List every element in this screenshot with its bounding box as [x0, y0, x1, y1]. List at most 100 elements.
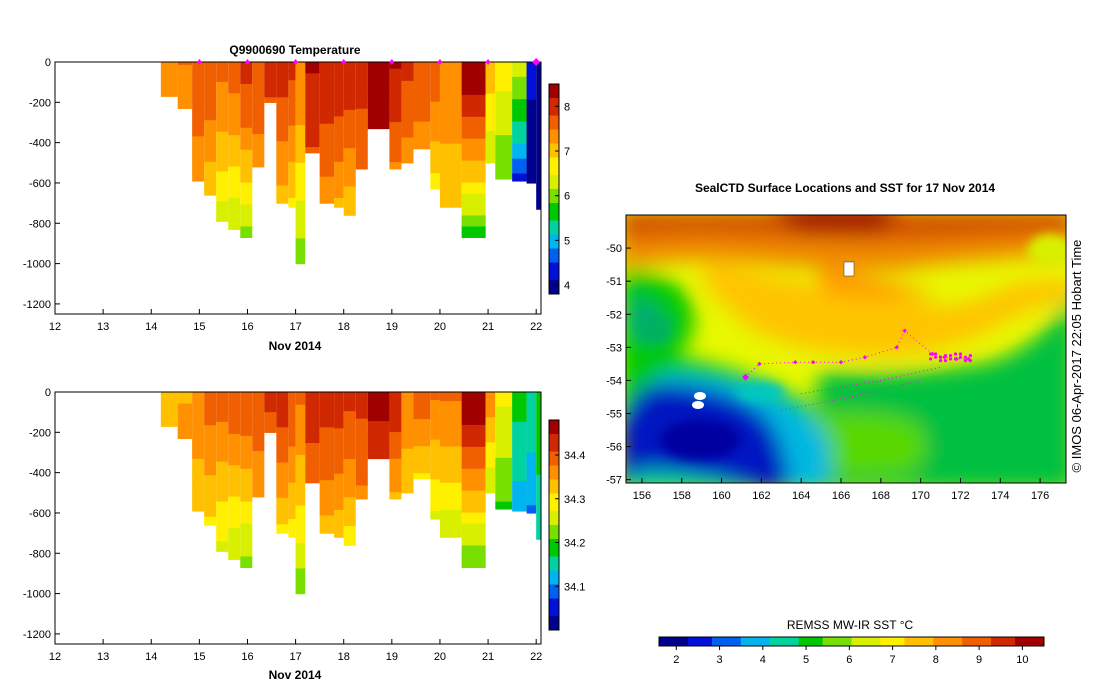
profile-cell: [485, 429, 496, 437]
x-tick-label: 21: [482, 321, 494, 333]
profile-cell: [401, 62, 414, 69]
profile-cell: [367, 66, 390, 71]
profile-cell: [526, 490, 537, 499]
profile-cell: [413, 473, 431, 480]
profile-cell: [389, 148, 402, 157]
profile-cell: [355, 102, 368, 110]
profile-cell: [536, 392, 541, 402]
sst-colorbar-swatch: [914, 637, 920, 646]
profile-11: [295, 62, 306, 265]
profile-cell: [288, 161, 296, 172]
salinity-section-axes: 12 13 14 15 16 17 18 19 20 21 22 0 -200 -400 -600 -800 -…: [23, 387, 542, 663]
profile-cell: [319, 159, 335, 169]
colorbar-frame: [548, 83, 560, 295]
profile-cell: [367, 396, 390, 401]
profile-cell: [264, 414, 277, 418]
profile-cell: [401, 467, 414, 475]
sst-colorbar-swatch: [1034, 637, 1040, 646]
profile-12: [305, 62, 320, 154]
profile-cell: [401, 143, 414, 151]
colorbar-swatch: [549, 199, 559, 204]
profile-cell: [295, 175, 306, 189]
profile-cell: [495, 76, 513, 85]
map-x-tick-label: 174: [991, 490, 1009, 502]
profile-cell: [536, 144, 541, 155]
profile-cell: [264, 394, 277, 398]
profile-cell: [536, 419, 541, 430]
profile-cell: [389, 88, 402, 96]
profile-cell: [305, 101, 320, 108]
profile-marker: [341, 59, 347, 65]
profile-cell: [461, 457, 486, 470]
sst-colorbar-swatch: [947, 637, 954, 646]
temperature-section-title: Q9900690 Temperature: [229, 43, 361, 57]
profile-cell: [413, 457, 431, 464]
profile-cell: [413, 99, 431, 106]
profile-cell: [264, 412, 277, 416]
profile-cell: [276, 79, 289, 90]
profile-cell: [430, 85, 440, 95]
profile-cell: [495, 501, 513, 510]
sst-colorbar-swatch: [808, 637, 814, 646]
profile-cell: [439, 71, 462, 81]
temperature-section-xlabel: Nov 2014: [269, 339, 322, 353]
profile-cell: [536, 437, 541, 448]
profile-cell: [264, 69, 277, 73]
profile-cell: [228, 507, 241, 519]
profile-cell: [192, 444, 205, 453]
profile-4: [216, 392, 229, 552]
profile-cell: [526, 399, 537, 408]
profile-cell: [389, 75, 402, 83]
profile-cell: [276, 524, 289, 534]
profile-cell: [439, 80, 462, 90]
profile-3: [204, 392, 217, 526]
profile-cell: [495, 62, 513, 70]
profile-cell: [485, 417, 496, 425]
colorbar-swatch: [549, 119, 559, 123]
profile-cell: [192, 106, 205, 115]
profile-cell: [495, 392, 513, 400]
profile-cell: [343, 129, 356, 140]
profile-cell: [485, 480, 496, 488]
profile-cell: [343, 392, 356, 403]
profile-cell: [461, 512, 486, 525]
profile-cell: [343, 449, 356, 460]
profile-cell: [343, 526, 356, 537]
x-tick-label: 15: [193, 321, 205, 333]
profile-cell: [536, 117, 541, 127]
colorbar-swatch: [549, 273, 559, 277]
profile-cell: [252, 398, 265, 406]
profile-cell: [439, 170, 462, 181]
x-tick-label: 17: [289, 321, 301, 333]
profile-cell: [461, 94, 486, 107]
profile-cell: [240, 424, 253, 437]
profile-cell: [288, 473, 296, 484]
profile-cell: [192, 143, 205, 152]
profile-cell: [240, 490, 253, 503]
profile-cell: [204, 483, 217, 493]
colorbar-swatch: [549, 469, 559, 473]
colorbar-swatch: [549, 175, 559, 179]
profile-cell: [430, 503, 440, 512]
sst-colorbar-tick-label: 6: [846, 654, 852, 666]
profile-cell: [264, 67, 277, 71]
seal-location-marker: [862, 355, 868, 360]
profile-cell: [439, 189, 462, 199]
colorbar-swatch: [549, 560, 559, 564]
profile-cell: [367, 86, 390, 92]
profile-cell: [461, 468, 486, 481]
profile-cell: [319, 409, 335, 420]
profile-cell: [367, 107, 390, 113]
colorbar-tick-label: 5: [564, 235, 570, 247]
profile-cell: [177, 397, 193, 402]
profile-cell: [295, 568, 306, 582]
colorbar-swatch: [549, 539, 559, 543]
profile-cell: [439, 62, 462, 72]
colorbar-swatch: [549, 591, 559, 596]
profile-cell: [334, 134, 344, 145]
profile-cell: [485, 80, 496, 88]
colorbar-frame: [548, 419, 560, 631]
profile-cell: [334, 528, 344, 538]
profile-cell: [334, 98, 344, 108]
map-x-tick-label: 166: [832, 490, 850, 502]
